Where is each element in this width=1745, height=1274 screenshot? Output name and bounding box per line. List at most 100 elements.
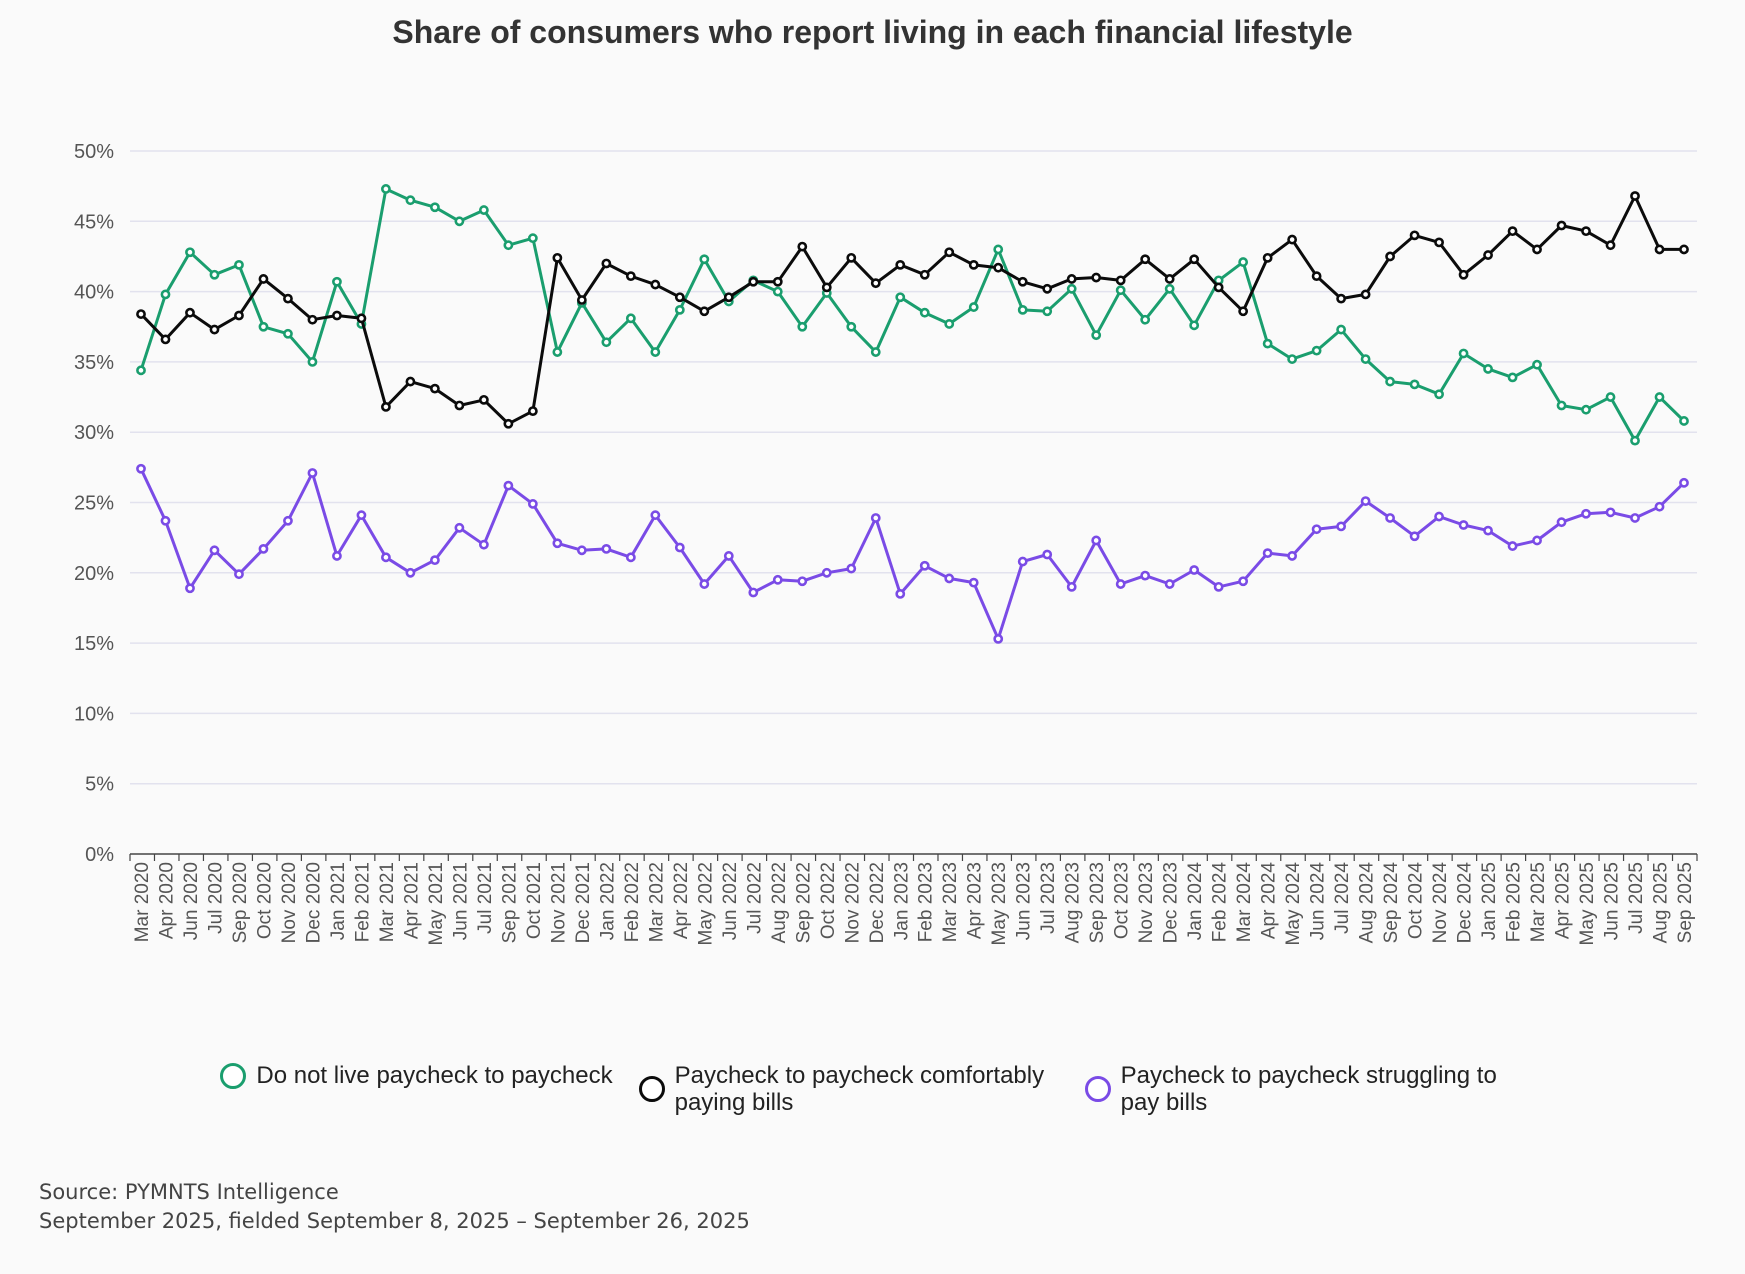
data-point[interactable]: [307, 356, 318, 367]
data-point[interactable]: [944, 573, 955, 584]
data-point[interactable]: [993, 633, 1004, 644]
data-point[interactable]: [381, 401, 391, 412]
data-point[interactable]: [993, 244, 1004, 255]
data-point[interactable]: [356, 510, 367, 521]
data-point[interactable]: [1605, 240, 1616, 251]
data-point[interactable]: [1140, 314, 1151, 325]
data-point[interactable]: [307, 468, 318, 478]
data-point[interactable]: [797, 321, 808, 332]
data-point[interactable]: [1409, 379, 1420, 390]
data-point[interactable]: [846, 321, 857, 332]
data-point[interactable]: [919, 560, 930, 571]
data-point[interactable]: [674, 542, 685, 553]
data-point[interactable]: [650, 510, 661, 521]
data-point[interactable]: [919, 307, 930, 318]
data-point[interactable]: [430, 383, 440, 394]
data-point[interactable]: [1262, 252, 1273, 263]
data-point[interactable]: [1630, 435, 1640, 446]
data-point[interactable]: [1311, 524, 1322, 535]
data-point[interactable]: [1287, 234, 1298, 245]
legend-item-comfortably-paying[interactable]: Paycheck to paycheck comfortably paying …: [638, 1062, 1059, 1116]
data-point[interactable]: [723, 292, 734, 303]
data-point[interactable]: [1507, 372, 1518, 383]
data-point[interactable]: [136, 365, 146, 376]
data-point[interactable]: [209, 324, 220, 335]
data-point[interactable]: [625, 313, 636, 324]
data-point[interactable]: [895, 588, 906, 599]
data-point[interactable]: [356, 313, 367, 324]
data-point[interactable]: [870, 347, 881, 357]
data-point[interactable]: [1679, 477, 1689, 488]
data-point[interactable]: [1630, 513, 1640, 523]
data-point[interactable]: [601, 543, 612, 554]
data-point[interactable]: [1483, 364, 1493, 374]
data-point[interactable]: [1483, 250, 1493, 260]
data-point[interactable]: [1164, 283, 1175, 294]
data-point[interactable]: [1507, 226, 1518, 237]
data-point[interactable]: [1238, 306, 1249, 317]
data-point[interactable]: [1458, 269, 1469, 280]
data-point[interactable]: [650, 347, 661, 357]
data-point[interactable]: [552, 347, 563, 357]
data-point[interactable]: [772, 286, 783, 297]
data-point[interactable]: [527, 233, 538, 244]
data-point[interactable]: [1532, 535, 1542, 546]
data-point[interactable]: [209, 269, 220, 280]
legend-item-not-paycheck[interactable]: Do not live paycheck to paycheck: [220, 1062, 613, 1089]
data-point[interactable]: [1483, 525, 1493, 536]
data-point[interactable]: [797, 241, 808, 252]
data-point[interactable]: [405, 195, 416, 206]
data-point[interactable]: [478, 394, 489, 405]
data-point[interactable]: [1654, 244, 1665, 255]
data-point[interactable]: [748, 587, 759, 598]
data-point[interactable]: [968, 259, 979, 270]
data-point[interactable]: [1679, 416, 1689, 426]
data-point[interactable]: [1336, 293, 1347, 304]
data-point[interactable]: [797, 576, 808, 587]
data-point[interactable]: [503, 240, 514, 251]
data-point[interactable]: [1458, 520, 1469, 530]
data-point[interactable]: [1189, 320, 1200, 331]
data-point[interactable]: [1140, 570, 1151, 581]
data-point[interactable]: [1434, 237, 1444, 248]
data-point[interactable]: [993, 262, 1004, 273]
data-point[interactable]: [454, 522, 465, 533]
data-point[interactable]: [870, 278, 881, 289]
data-point[interactable]: [772, 574, 783, 585]
data-point[interactable]: [527, 406, 538, 417]
data-point[interactable]: [1066, 283, 1077, 294]
data-point[interactable]: [1287, 551, 1298, 561]
data-point[interactable]: [1017, 304, 1028, 315]
data-point[interactable]: [160, 334, 171, 345]
data-point[interactable]: [1189, 254, 1200, 265]
data-point[interactable]: [136, 309, 146, 319]
data-point[interactable]: [821, 567, 832, 578]
data-point[interactable]: [650, 279, 661, 290]
data-point[interactable]: [1409, 230, 1420, 241]
data-point[interactable]: [1189, 565, 1200, 575]
data-point[interactable]: [944, 247, 955, 258]
data-point[interactable]: [136, 463, 146, 474]
data-point[interactable]: [1091, 535, 1102, 546]
data-point[interactable]: [846, 252, 857, 263]
data-point[interactable]: [1360, 354, 1371, 364]
data-point[interactable]: [1164, 274, 1175, 284]
data-point[interactable]: [234, 310, 244, 321]
data-point[interactable]: [625, 552, 636, 563]
data-point[interactable]: [258, 274, 269, 284]
data-point[interactable]: [283, 515, 293, 526]
data-point[interactable]: [1091, 330, 1102, 341]
data-point[interactable]: [1066, 581, 1077, 592]
data-point[interactable]: [160, 289, 171, 300]
data-point[interactable]: [1311, 345, 1322, 356]
data-point[interactable]: [699, 306, 710, 317]
data-point[interactable]: [1164, 579, 1175, 589]
data-point[interactable]: [307, 314, 318, 325]
data-point[interactable]: [1556, 400, 1567, 411]
data-point[interactable]: [454, 400, 465, 411]
data-point[interactable]: [699, 579, 710, 589]
data-point[interactable]: [919, 269, 930, 280]
data-point[interactable]: [1556, 517, 1567, 528]
data-point[interactable]: [772, 276, 783, 287]
data-point[interactable]: [968, 302, 979, 312]
